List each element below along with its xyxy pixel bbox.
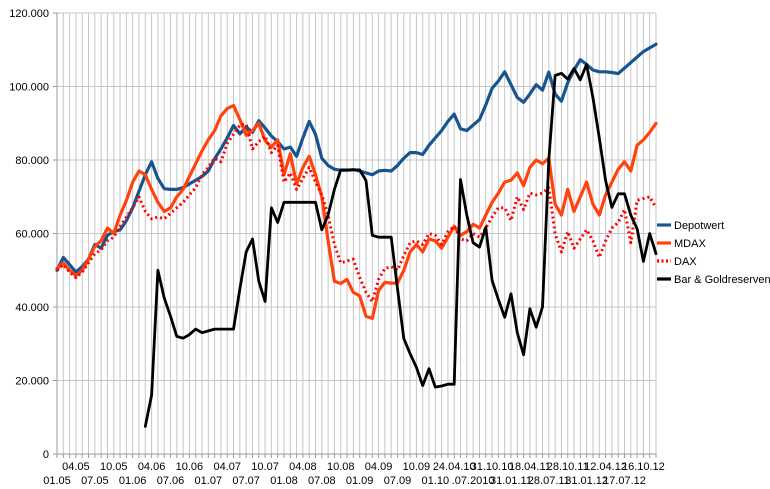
x-axis-tick-label: 01.05 (43, 475, 71, 487)
x-axis-tick-label: 16.10.12 (622, 461, 665, 473)
x-axis-tick-label: 01.08 (270, 475, 298, 487)
y-axis-tick-label: 60.000 (15, 229, 49, 241)
x-axis-labels: 01.05 04.05 07.05 10.05 01.06 04.06 07.06 10.06… (43, 461, 665, 487)
y-axis-labels: 0 20.000 40.000 60.000 80.000 100.000 120.000 (9, 8, 49, 461)
x-axis-tick-label: 10.09 (403, 461, 431, 473)
x-axis-tick-label: 18.04.11 (509, 461, 551, 473)
x-axis-tick-label: 12.04.12 (584, 461, 627, 473)
x-axis-tick-label: 04.08 (289, 461, 317, 473)
legend-item-depotwert: Depotwert (657, 220, 724, 232)
legend-item-bar-goldreserven: Bar & Goldreserven (657, 274, 770, 286)
x-axis-tick-label: 07.07 (232, 475, 260, 487)
x-axis-tick-label: 24.04.10 (433, 461, 476, 473)
x-axis-tick-label: 10.08 (327, 461, 355, 473)
x-axis-tick-label: 04.06 (138, 461, 166, 473)
gridlines (56, 12, 657, 455)
x-axis-tick-label: 07.08 (308, 475, 336, 487)
x-axis-tick-label: 10.06 (176, 461, 204, 473)
x-axis-tick-label: 07.05 (81, 475, 109, 487)
x-axis-tick-label: 31.01.11 (490, 475, 532, 487)
x-axis-tick-label: 31.01.12 (565, 475, 608, 487)
x-axis-tick-label: 17.07.12 (603, 475, 646, 487)
x-axis-tick-label: 31.10.10 (471, 461, 514, 473)
x-axis-tick-label: 10.05 (100, 461, 128, 473)
legend-label-mdax: MDAX (674, 238, 706, 250)
x-axis-tick-label: 01.09 (346, 475, 374, 487)
x-axis-tick-label: 04.09 (365, 461, 393, 473)
y-axis-tick-label: 20.000 (15, 376, 49, 388)
x-axis-tick-label: .07.2010 (452, 475, 495, 487)
legend-label-bar-goldreserven: Bar & Goldreserven (674, 274, 770, 286)
chart-legend: Depotwert MDAX DAX Bar & Goldreserven (657, 220, 770, 286)
y-axis-tick-label: 80.000 (15, 155, 49, 167)
legend-label-depotwert: Depotwert (674, 220, 724, 232)
x-axis-tick-label: 28.10.11 (547, 461, 589, 473)
y-axis-tick-label: 100.000 (9, 82, 49, 94)
x-axis-tick-label: 28.07.11 (528, 475, 570, 487)
legend-label-dax: DAX (674, 256, 697, 268)
axes (53, 12, 657, 458)
series-mdax-line (55, 104, 658, 320)
y-axis-tick-label: 120.000 (9, 8, 49, 20)
y-axis-tick-label: 40.000 (15, 302, 49, 314)
x-axis-tick-label: 04.07 (213, 461, 241, 473)
x-axis-tick-label: 01.06 (119, 475, 147, 487)
x-axis-tick-label: 07.06 (157, 475, 185, 487)
x-axis-tick-label: 07.09 (384, 475, 412, 487)
legend-item-mdax: MDAX (657, 238, 706, 250)
y-axis-tick-label: 0 (43, 449, 49, 461)
x-axis-tick-label: 01.07 (195, 475, 223, 487)
x-axis-tick-label: 01.10 (422, 475, 450, 487)
series-bar-goldreserven-line (143, 63, 658, 428)
x-axis-tick-label: 04.05 (62, 461, 90, 473)
x-axis-tick-label: 10.07 (251, 461, 279, 473)
series-dax-line (56, 122, 658, 303)
legend-item-dax: DAX (657, 256, 697, 268)
